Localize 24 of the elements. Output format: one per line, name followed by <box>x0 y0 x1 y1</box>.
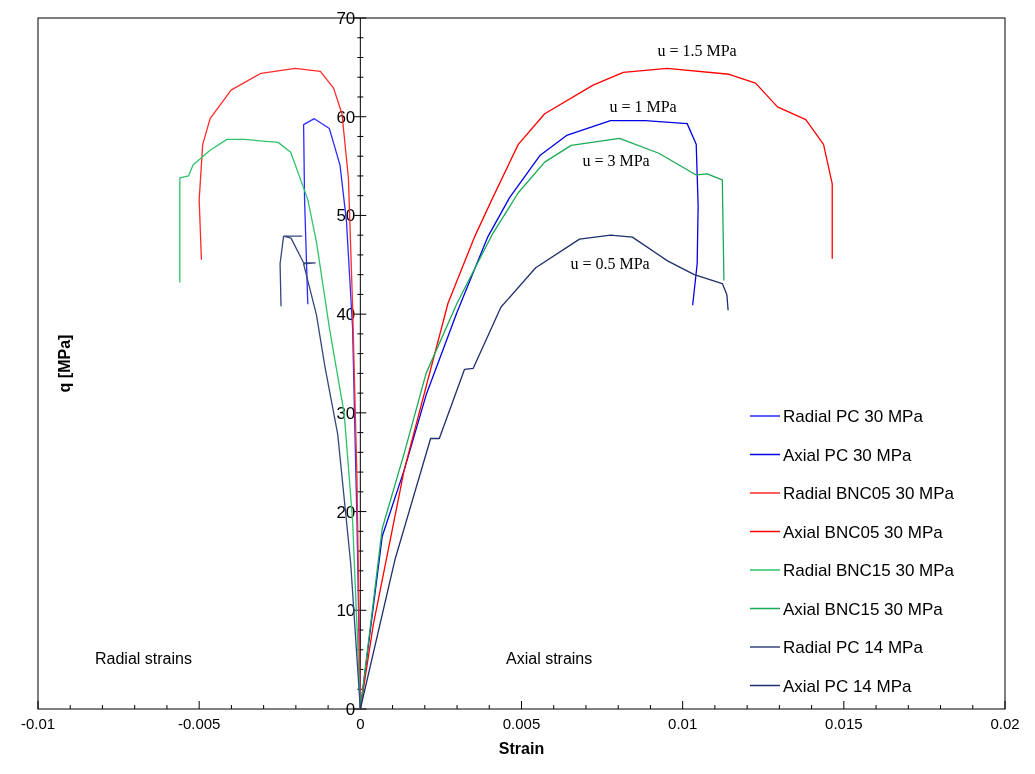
legend-label: Radial BNC05 30 MPa <box>783 484 955 503</box>
legend-label: Axial BNC05 30 MPa <box>783 522 944 542</box>
annotation: u = 1.5 MPa <box>657 42 737 59</box>
x-tick-label: -0.01 <box>20 715 56 732</box>
legend-label: Axial PC 30 MPa <box>783 445 913 465</box>
legend-label: Radial BNC15 30 MPa <box>783 561 955 580</box>
x-tick-label: 0.01 <box>668 715 698 732</box>
legend-label: Axial PC 14 MPa <box>783 676 913 696</box>
legend-label: Axial BNC15 30 MPa <box>783 599 944 619</box>
y-axis-title: q [MPa] <box>56 334 73 393</box>
y-tick-label: 0 <box>345 700 356 719</box>
annotation: u = 3 MPa <box>582 152 650 169</box>
x-axis-title: Strain <box>498 740 545 757</box>
x-tick-label: 0.015 <box>825 715 863 732</box>
annotation: u = 1 MPa <box>609 98 677 115</box>
x-tick-label: 0.02 <box>990 715 1020 732</box>
annotation: u = 0.5 MPa <box>570 255 650 272</box>
annotation: Axial strains <box>506 650 593 667</box>
legend-label: Radial PC 14 MPa <box>783 638 924 657</box>
x-tick-label: -0.005 <box>177 715 221 732</box>
y-tick-label: 70 <box>336 9 356 28</box>
legend-label: Radial PC 30 MPa <box>783 407 924 426</box>
annotation: Radial strains <box>95 650 192 667</box>
x-tick-label: 0.005 <box>502 715 541 732</box>
